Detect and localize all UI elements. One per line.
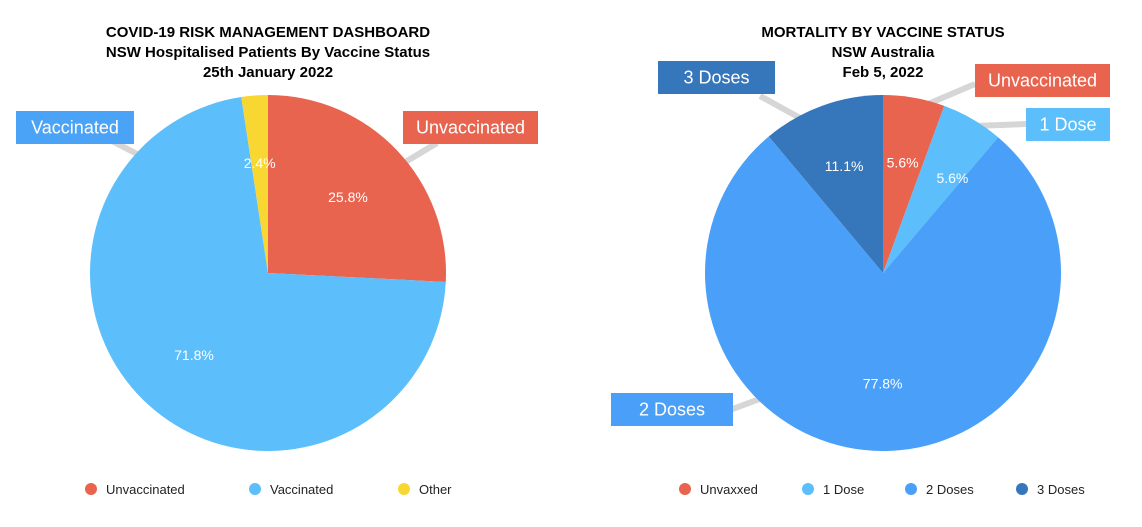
chart1-title: COVID-19 RISK MANAGEMENT DASHBOARD	[106, 24, 430, 41]
pie1-legend-label-vaccinated: Vaccinated	[270, 482, 333, 497]
chart2-callout-leaders	[728, 81, 1027, 413]
pie2-legend-marker-1-dose	[802, 483, 814, 495]
pie2-leader-2-doses	[728, 395, 764, 413]
pie2-legend-label-1-dose: 1 Dose	[823, 482, 864, 497]
pie1-callout-text-vaccinated: Vaccinated	[31, 118, 119, 138]
chart1-date: 25th January 2022	[203, 64, 333, 81]
pie2-slice-label-3-doses: 11.1%	[825, 158, 864, 174]
pie2-slice-2-doses	[705, 136, 1061, 452]
pie2-slice-label-2-doses: 77.8%	[863, 375, 903, 391]
pie2-leader-3-doses	[758, 93, 802, 121]
pie2-legend-label-unvaxxed: Unvaxxed	[700, 482, 758, 497]
pie1-slice-vaccinated	[90, 97, 446, 451]
pie1-slice-label-vaccinated: 71.8%	[174, 347, 214, 363]
pie2-legend-marker-2-doses	[905, 483, 917, 495]
pie2-callout-text-unvaccinated: Unvaccinated	[988, 71, 1097, 91]
chart2-legend: Unvaxxed 1 Dose 2 Doses 3 Doses	[679, 482, 1085, 497]
chart2-title: MORTALITY BY VACCINE STATUS	[761, 24, 1004, 41]
pie2-callout-text-3-doses: 3 Doses	[683, 68, 749, 88]
chart2-subtitle: NSW Australia	[832, 44, 935, 61]
pie1-legend-marker-unvaccinated	[85, 483, 97, 495]
chart1-slices	[90, 95, 446, 451]
chart2-slice-labels: 5.6% 5.6% 77.8% 11.1%	[825, 155, 969, 392]
pie2-legend-label-3-doses: 3 Doses	[1037, 482, 1085, 497]
pie2-leader-1-dose	[974, 121, 1027, 129]
pie2-legend-marker-3-doses	[1016, 483, 1028, 495]
pie2-slice-3-doses	[768, 95, 883, 273]
chart2-date: Feb 5, 2022	[843, 64, 924, 81]
chart-mortality: MORTALITY BY VACCINE STATUS NSW Australi…	[611, 24, 1110, 497]
pie1-callout-box-unvaccinated	[403, 111, 538, 144]
pie2-slice-label-unvaxxed: 5.6%	[887, 155, 919, 171]
pie1-slice-other	[241, 95, 268, 273]
pie1-legend-marker-other	[398, 483, 410, 495]
pie2-slice-label-1-dose: 5.6%	[936, 170, 968, 186]
pie2-callout-box-2-doses	[611, 393, 733, 426]
pie2-slice-unvaxxed	[883, 95, 945, 273]
pie2-callout-box-unvaccinated	[975, 64, 1110, 97]
pie2-callout-text-2-doses: 2 Doses	[639, 400, 705, 420]
chart1-callouts: Unvaccinated Vaccinated	[16, 111, 538, 144]
pie2-callout-box-3-doses	[658, 61, 775, 94]
pie1-slice-label-other: 2.4%	[244, 155, 276, 171]
chart1-subtitle: NSW Hospitalised Patients By Vaccine Sta…	[106, 44, 430, 61]
pie2-callout-box-1-dose	[1026, 108, 1110, 141]
pie1-legend-label-unvaccinated: Unvaccinated	[106, 482, 185, 497]
pie2-slice-1-dose	[883, 105, 999, 273]
chart2-slices	[705, 95, 1061, 452]
pie1-legend-label-other: Other	[419, 482, 452, 497]
pie2-legend-marker-unvaxxed	[679, 483, 691, 495]
pie1-callout-text-unvaccinated: Unvaccinated	[416, 118, 525, 138]
pie2-callout-text-1-dose: 1 Dose	[1039, 115, 1096, 135]
chart1-slice-labels: 25.8% 71.8% 2.4%	[174, 155, 368, 363]
pie1-legend-marker-vaccinated	[249, 483, 261, 495]
chart-hospitalised: COVID-19 RISK MANAGEMENT DASHBOARD NSW H…	[16, 24, 538, 497]
pie2-legend-label-2-doses: 2 Doses	[926, 482, 974, 497]
pie2-leader-unvaccinated	[926, 81, 977, 107]
chart2-callouts: Unvaccinated 1 Dose 2 Doses 3 Doses	[611, 61, 1110, 426]
chart1-legend: Unvaccinated Vaccinated Other	[85, 482, 452, 497]
pie1-callout-box-vaccinated	[16, 111, 134, 144]
pie1-slice-label-unvaccinated: 25.8%	[328, 189, 368, 205]
pie1-slice-unvaccinated	[268, 95, 446, 282]
